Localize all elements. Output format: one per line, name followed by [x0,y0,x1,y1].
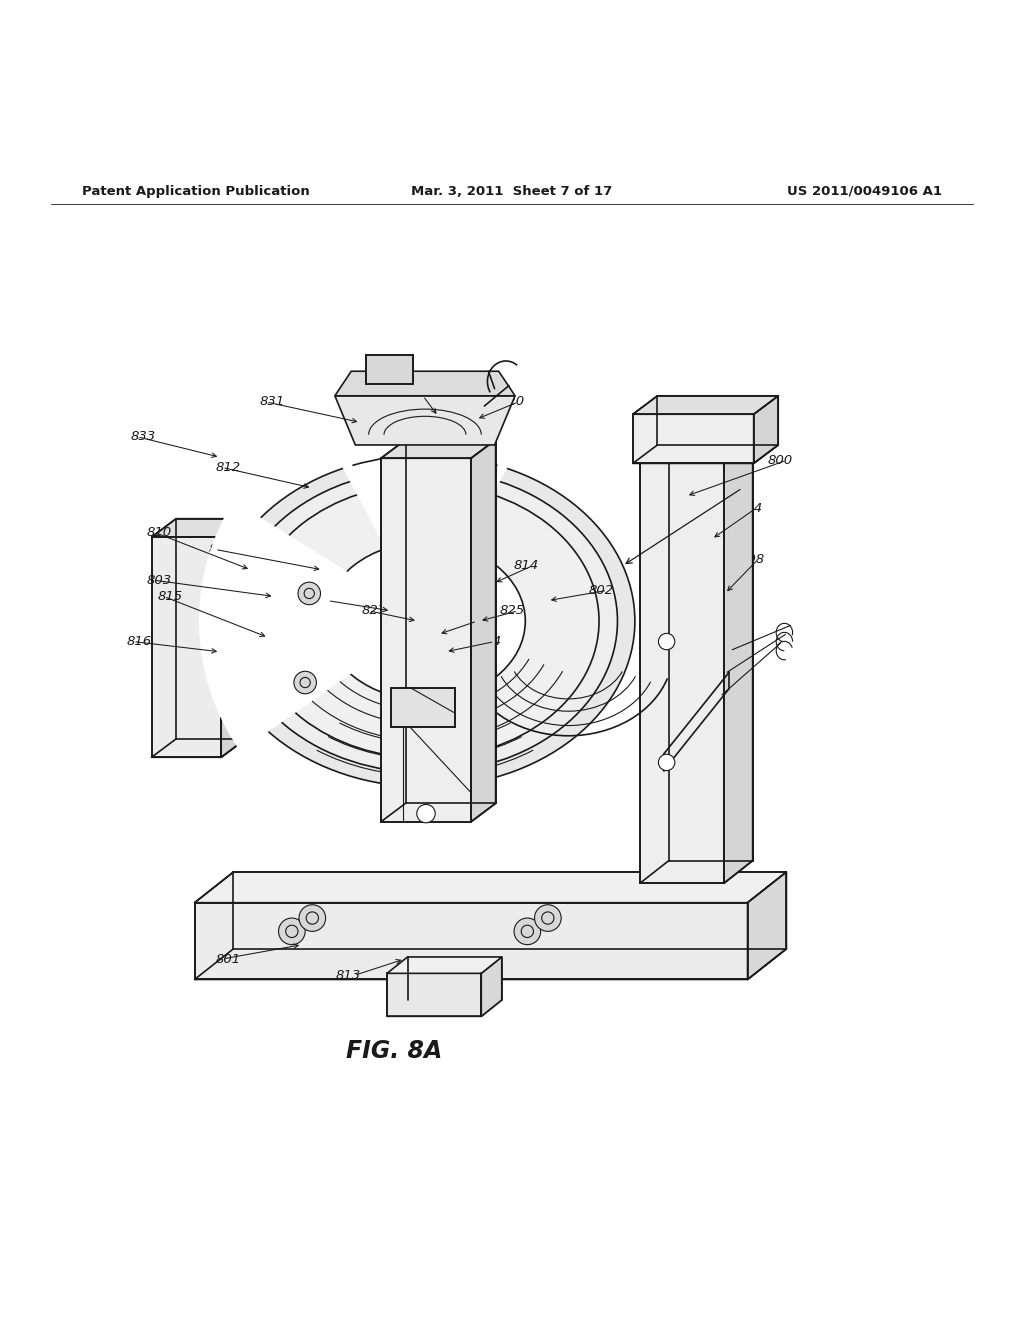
Text: 817: 817 [321,594,346,607]
Ellipse shape [325,543,525,700]
Text: 814: 814 [514,560,540,573]
Polygon shape [633,414,754,463]
Polygon shape [335,371,515,396]
Ellipse shape [232,470,617,772]
Polygon shape [471,440,496,822]
Text: 812: 812 [215,461,241,474]
Polygon shape [152,519,246,537]
Polygon shape [481,957,502,1016]
Text: 803: 803 [146,574,172,586]
Polygon shape [221,519,246,758]
Text: 831: 831 [259,396,285,408]
Text: 802: 802 [589,583,614,597]
Text: US 2011/0049106 A1: US 2011/0049106 A1 [787,185,942,198]
Circle shape [298,582,321,605]
Circle shape [658,754,675,771]
Polygon shape [152,537,221,758]
Text: 816: 816 [126,635,152,648]
Polygon shape [391,688,455,726]
Polygon shape [724,436,753,883]
Circle shape [294,672,316,694]
Polygon shape [152,739,246,758]
Polygon shape [387,1001,502,1016]
Polygon shape [195,903,748,979]
Wedge shape [321,397,529,546]
Text: 815: 815 [157,590,182,603]
Text: FIG. 8A: FIG. 8A [346,1039,442,1063]
Text: 825: 825 [500,605,525,618]
Polygon shape [387,957,502,973]
Polygon shape [754,396,778,463]
Polygon shape [633,445,778,463]
Polygon shape [381,440,496,458]
Polygon shape [335,396,515,445]
Polygon shape [640,458,724,883]
Circle shape [279,917,305,945]
Text: 801: 801 [215,953,241,965]
Text: 805: 805 [208,543,233,556]
Polygon shape [640,436,753,458]
Polygon shape [669,436,753,861]
Polygon shape [366,355,413,384]
Text: 810: 810 [146,525,172,539]
Ellipse shape [215,455,635,787]
Text: 813: 813 [336,969,361,982]
Text: 808: 808 [739,553,765,566]
Text: 820: 820 [500,396,525,408]
Polygon shape [381,458,471,822]
Text: 807: 807 [404,389,430,403]
Polygon shape [195,873,786,903]
Text: 804: 804 [737,502,763,515]
Circle shape [237,627,265,656]
Wedge shape [200,502,357,750]
Text: 824: 824 [476,635,502,648]
Text: Patent Application Publication: Patent Application Publication [82,185,309,198]
Text: Mar. 3, 2011  Sheet 7 of 17: Mar. 3, 2011 Sheet 7 of 17 [412,185,612,198]
Circle shape [299,904,326,932]
Circle shape [417,804,435,822]
Polygon shape [195,949,786,979]
Text: 822: 822 [459,615,484,627]
Ellipse shape [251,484,599,758]
Circle shape [535,904,561,932]
Polygon shape [406,440,496,804]
Text: 827: 827 [361,605,387,618]
Polygon shape [633,396,778,414]
Polygon shape [387,973,481,1016]
Text: 800: 800 [768,454,794,467]
Polygon shape [748,873,786,979]
Text: 833: 833 [130,430,156,444]
Circle shape [514,917,541,945]
Circle shape [658,634,675,649]
